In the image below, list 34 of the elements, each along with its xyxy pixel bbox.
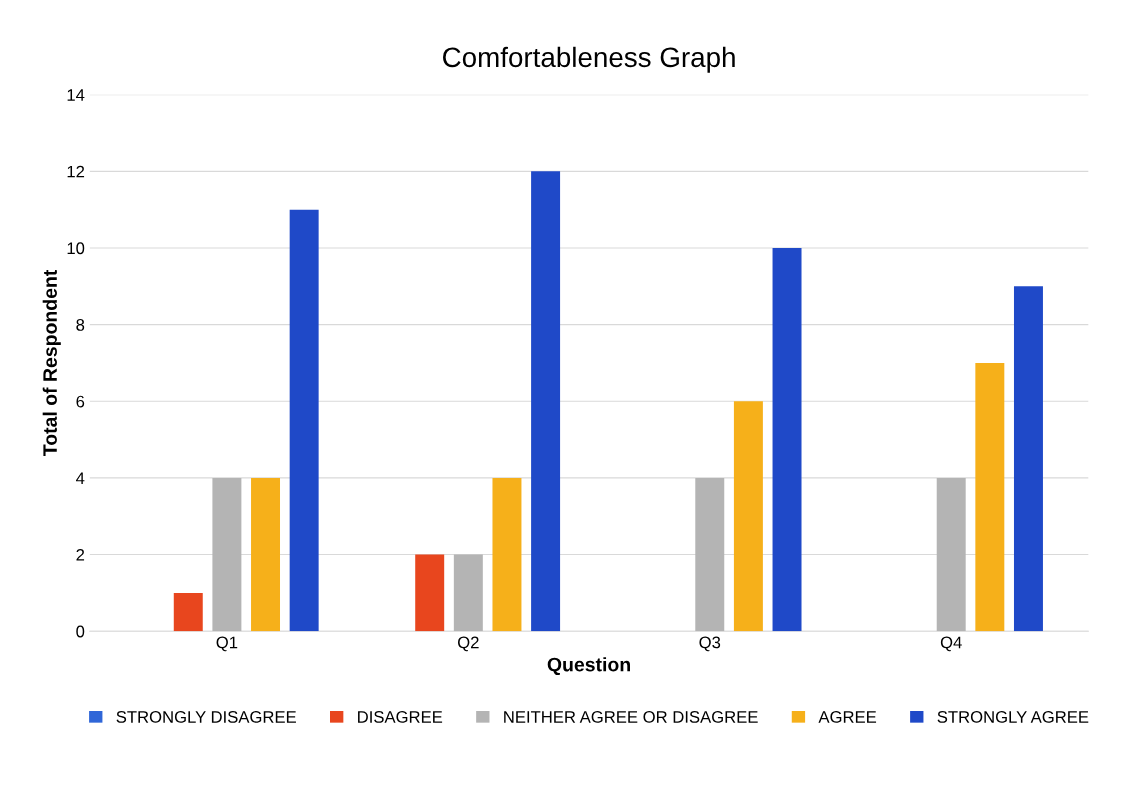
x-tick-label: Q4 [940,636,962,652]
y-tick-label: 10 [67,242,85,255]
y-tick-label: 2 [76,548,85,561]
legend-label: NEITHER AGREE OR DISAGREE [504,711,758,723]
bar [936,477,966,632]
bar [695,477,725,632]
bar [289,209,319,632]
bar [733,401,763,632]
x-tick-label: Q2 [458,636,479,652]
bar [492,477,522,632]
y-tick-label: 4 [76,472,85,484]
legend-label: STRONGLY AGREE [937,711,1089,723]
legend-label: DISAGREE [358,711,443,723]
bar [772,247,802,632]
chart-title: Comfortableness Graph [443,46,735,73]
y-tick-label: 14 [67,89,85,101]
x-axis-title: Question [547,657,630,676]
y-tick-label: 6 [76,395,85,408]
x-tick-label: Q1 [216,636,238,652]
y-tick-label: 12 [67,165,85,178]
bar [173,592,203,632]
bar [453,554,483,632]
bar [415,554,445,632]
bar [531,171,561,632]
y-axis-title: Total of Respondent [42,269,61,456]
y-tick-label: 0 [76,625,85,638]
bar [975,362,1005,632]
bar [212,477,242,632]
legend-label: STRONGLY DISAGREE [116,711,296,723]
x-tick-label: Q3 [699,636,721,652]
bar [1013,286,1043,632]
y-tick-label: 8 [76,319,85,331]
legend-label: AGREE [818,711,877,723]
bar [251,477,281,632]
